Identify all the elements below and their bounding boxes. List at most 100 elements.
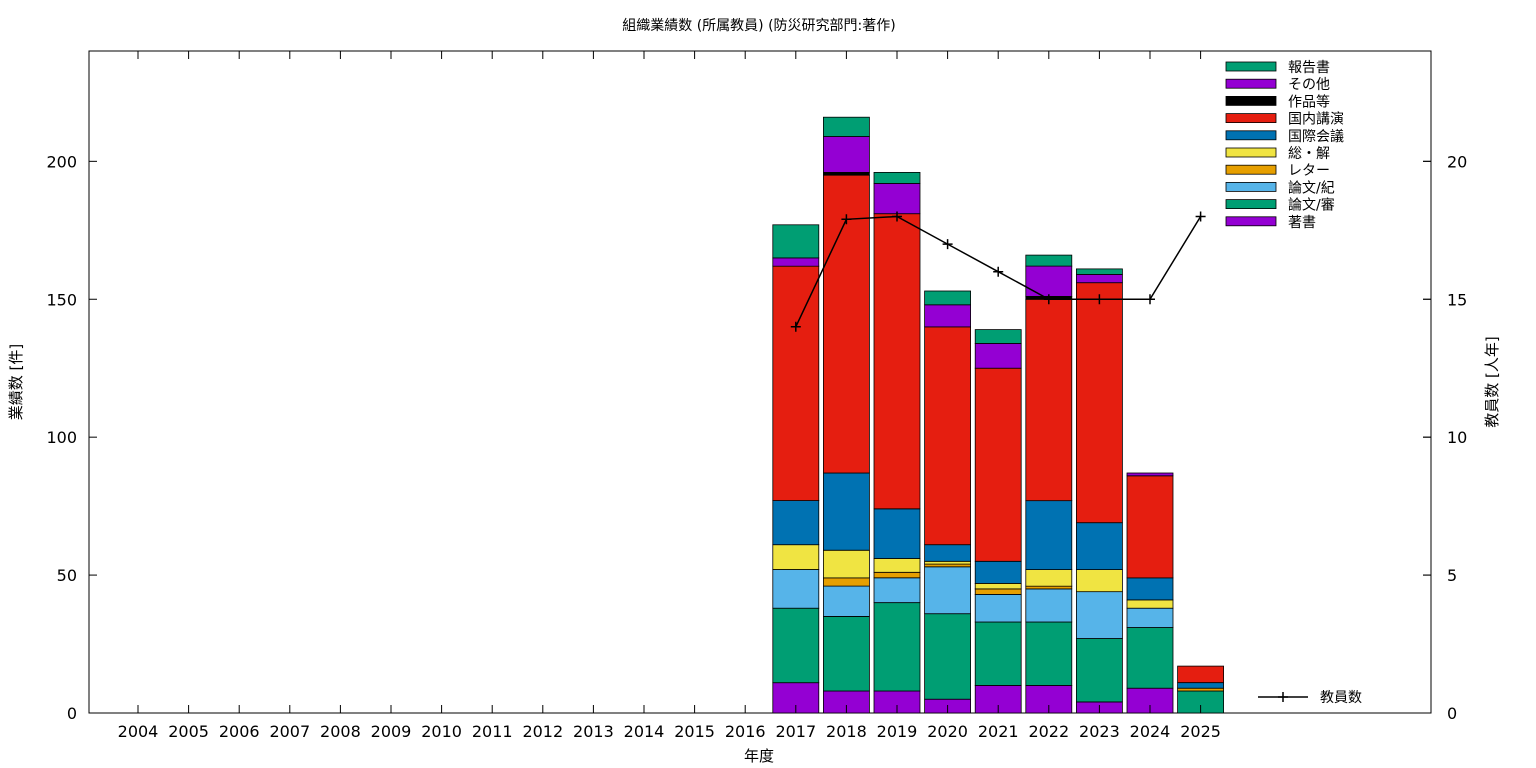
legend-label: 著書 xyxy=(1288,215,1316,231)
x-tick-label: 2007 xyxy=(269,722,310,741)
bar-segment xyxy=(924,566,971,615)
y2-tick-label: 10 xyxy=(1447,428,1467,447)
bar-segment xyxy=(1076,591,1123,639)
bar-segment xyxy=(772,224,820,259)
bar-segment xyxy=(823,577,870,587)
legend-swatch xyxy=(1225,113,1277,123)
bar-segment xyxy=(1076,569,1123,593)
bar-segment xyxy=(772,607,820,684)
line-point xyxy=(841,214,852,225)
bar-segment xyxy=(772,544,820,570)
bar-segment xyxy=(974,560,1022,584)
x-tick-label: 2009 xyxy=(371,722,412,741)
line-point xyxy=(993,266,1004,277)
legend-label: その他 xyxy=(1288,77,1330,93)
legend-label: 教員数 xyxy=(1320,690,1362,706)
bar-segment xyxy=(1076,273,1123,284)
bar-segment xyxy=(1025,569,1073,587)
line-point xyxy=(790,321,801,332)
bar-segment xyxy=(772,500,820,546)
y-tick-label: 0 xyxy=(67,704,77,723)
chart-title: 組織業績数 (所属教員) (防災研究部門:著作) xyxy=(622,18,895,34)
x-tick-label: 2004 xyxy=(118,722,159,741)
x-tick-label: 2020 xyxy=(927,722,968,741)
axes-layer: 0 50 100 150 200 0 5 10 15 20 2004 2005 2006 2007 2008… xyxy=(46,51,1467,741)
line-point xyxy=(942,239,953,250)
line-point xyxy=(1145,294,1155,305)
y2-tick-label: 15 xyxy=(1447,290,1467,309)
bar-segment xyxy=(1126,627,1174,689)
y-tick-label: 50 xyxy=(57,566,77,585)
legend-label: 総・解 xyxy=(1288,146,1330,162)
bar-segment xyxy=(873,508,921,559)
x-tick-label: 2010 xyxy=(421,722,462,741)
bar-segment xyxy=(1025,500,1073,571)
bar-segment xyxy=(1177,682,1224,689)
line-layer xyxy=(790,211,1206,332)
bar-segment xyxy=(823,472,870,551)
y2-tick-label: 0 xyxy=(1447,704,1457,723)
x-tick-label: 2012 xyxy=(522,722,563,741)
bar-segment xyxy=(924,326,971,546)
legend-swatch xyxy=(1225,96,1277,106)
bar-segment xyxy=(974,594,1022,623)
legend-label: 国内講演 xyxy=(1288,112,1344,128)
y-tick-label: 200 xyxy=(46,152,77,171)
legend-label: レター xyxy=(1288,163,1330,179)
bar-segment xyxy=(1126,472,1174,477)
x-tick-label: 2022 xyxy=(1028,722,1069,741)
x-tick-label: 2024 xyxy=(1130,722,1171,741)
bar-segment xyxy=(772,265,820,502)
legend-swatch xyxy=(1225,61,1277,72)
bar-segment xyxy=(823,136,870,173)
bar-segment xyxy=(1126,599,1174,609)
bar-segment xyxy=(924,544,971,562)
bar-segment xyxy=(1025,621,1073,686)
legend-label: 国際会議 xyxy=(1288,128,1344,145)
bar-segment xyxy=(974,367,1022,562)
legend-swatch xyxy=(1225,181,1277,192)
x-tick-label: 2017 xyxy=(775,722,816,741)
plot-frame xyxy=(88,50,1432,714)
line-point xyxy=(1195,211,1206,222)
bar-segment xyxy=(1177,687,1224,692)
line-point xyxy=(892,211,902,222)
bar-segment xyxy=(924,560,971,565)
bar-segment xyxy=(772,257,820,267)
y2-tick-label: 5 xyxy=(1447,566,1457,585)
bar-segment xyxy=(772,569,820,609)
bar-segment xyxy=(974,583,1022,590)
x-tick-label: 2025 xyxy=(1180,722,1221,741)
bar-segment xyxy=(974,342,1022,369)
x-tick-label: 2023 xyxy=(1079,722,1120,741)
y2-axis-label: 教員数 [人年] xyxy=(1483,336,1501,427)
line-point xyxy=(1043,294,1054,305)
y-tick-label: 100 xyxy=(46,428,77,447)
bar-segment xyxy=(1076,268,1123,275)
x-tick-label: 2016 xyxy=(725,722,766,741)
x-axis-label: 年度 xyxy=(744,747,774,765)
bar-segment xyxy=(1177,665,1224,683)
bar-segment xyxy=(823,171,870,176)
x-tick-label: 2005 xyxy=(168,722,209,741)
bar-segment xyxy=(823,616,870,692)
legend-line-marker xyxy=(1278,692,1288,702)
y-axis-label: 業績数 [件] xyxy=(7,344,25,420)
legend-swatch xyxy=(1225,199,1277,210)
legend-label: 論文/審 xyxy=(1288,198,1335,214)
legend-swatch xyxy=(1225,216,1277,227)
bar-segment xyxy=(823,585,870,617)
bar-segment xyxy=(873,577,921,603)
bar-segment xyxy=(924,290,971,306)
x-tick-label: 2018 xyxy=(826,722,867,741)
line-point xyxy=(1094,294,1105,305)
y-tick-label: 150 xyxy=(46,290,77,309)
bar-segment xyxy=(873,213,921,510)
x-tick-label: 2021 xyxy=(978,722,1019,741)
bar-segment xyxy=(873,571,921,579)
x-tick-label: 2008 xyxy=(320,722,361,741)
legend-swatch xyxy=(1225,164,1277,175)
bars-layer xyxy=(772,116,1224,714)
bar-segment xyxy=(974,329,1022,344)
